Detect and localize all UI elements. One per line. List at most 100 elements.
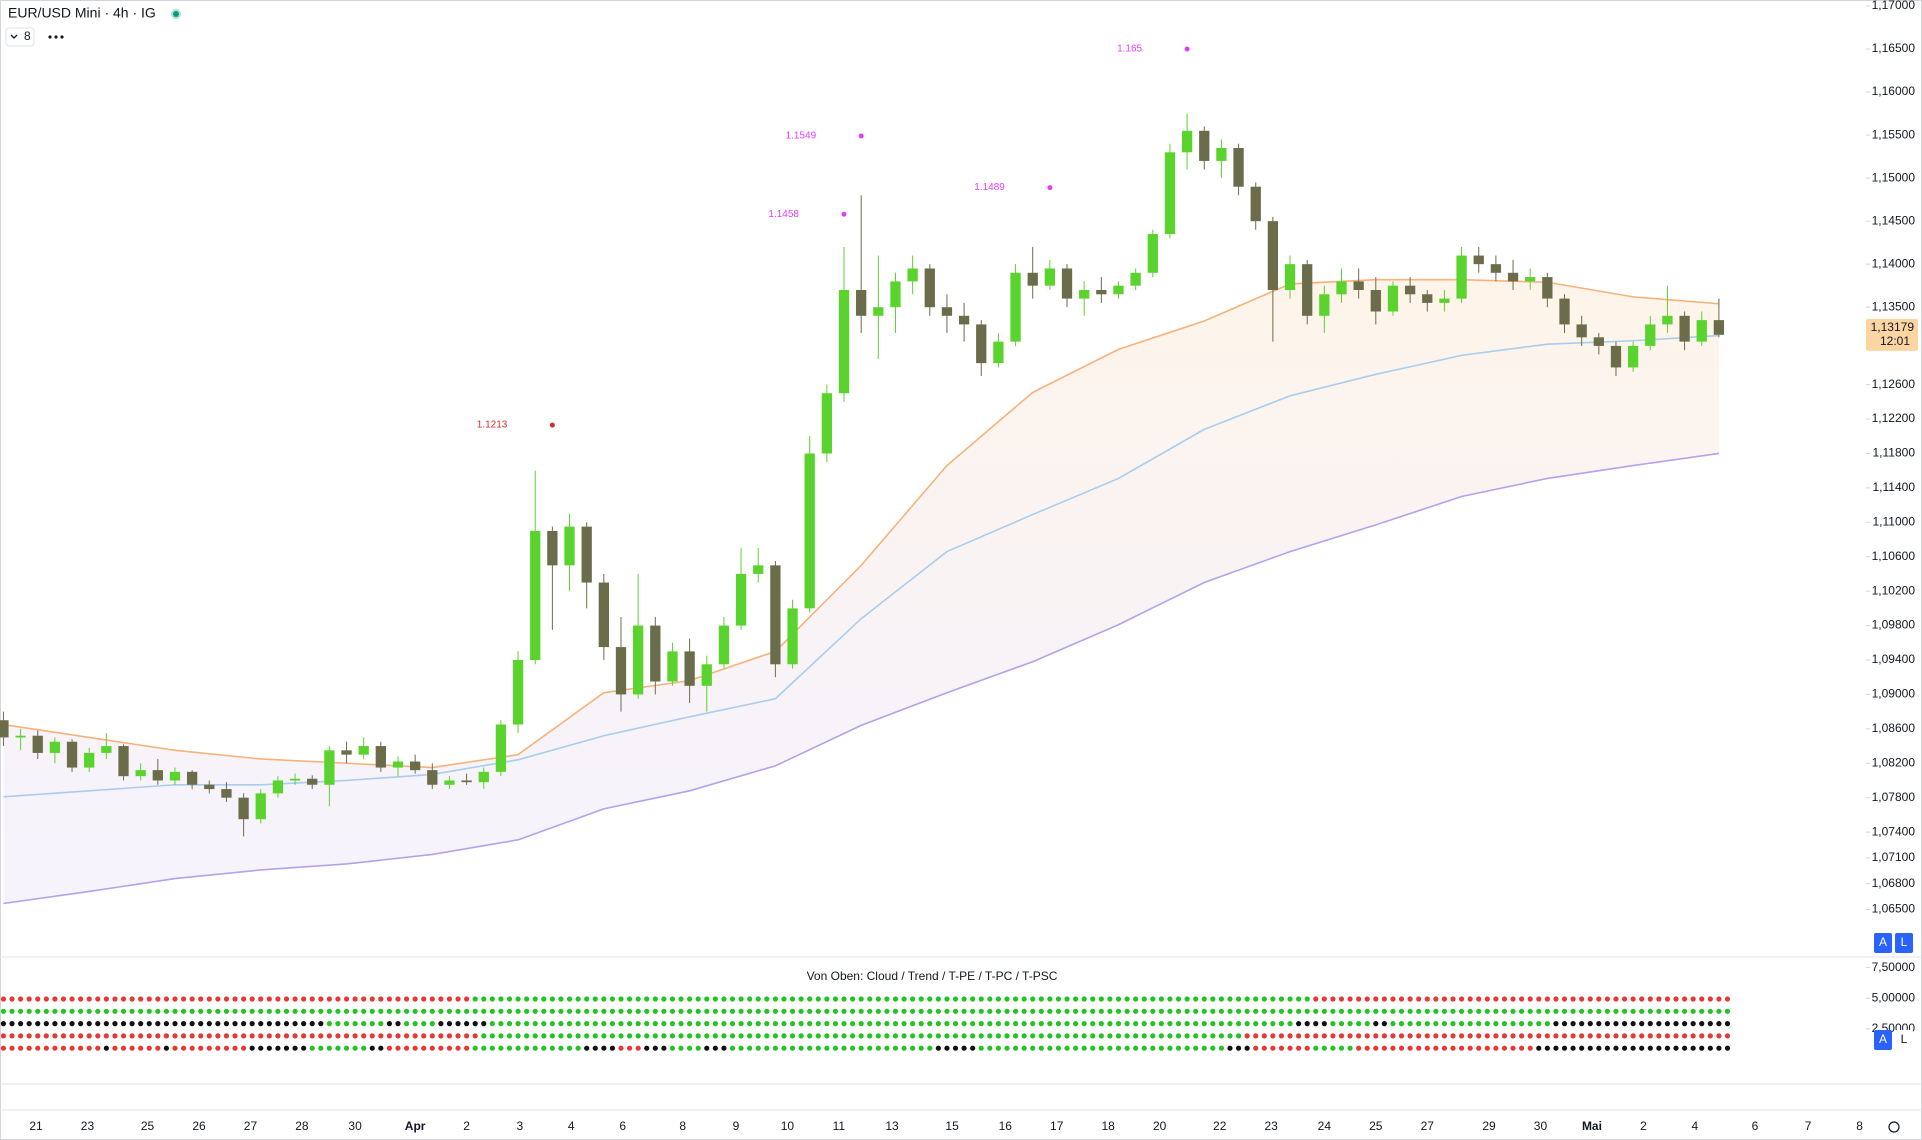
scale-button[interactable] xyxy=(1895,1030,1913,1050)
state-dot xyxy=(455,1045,461,1051)
state-dot xyxy=(1458,1008,1465,1014)
state-dot xyxy=(1081,996,1087,1002)
state-dot xyxy=(1201,1045,1207,1051)
candle-body xyxy=(118,746,129,777)
state-dot xyxy=(1347,996,1353,1002)
state-dot xyxy=(1184,1021,1190,1027)
state-dot xyxy=(798,1021,804,1027)
candle-body xyxy=(1473,255,1484,265)
y-tick-label: 1,14500 xyxy=(1872,213,1916,227)
candle-body xyxy=(375,746,386,768)
state-dot xyxy=(155,1045,161,1051)
state-dot xyxy=(1261,996,1267,1002)
state-dot xyxy=(1218,1045,1225,1051)
candle-body xyxy=(1319,294,1330,316)
state-dot xyxy=(1030,1021,1036,1027)
state-dot xyxy=(412,1045,418,1051)
state-dot xyxy=(1510,1021,1516,1027)
state-dot xyxy=(1613,1021,1619,1027)
state-dot xyxy=(240,1008,247,1014)
state-dot xyxy=(180,1033,187,1039)
state-dot xyxy=(695,1045,701,1051)
state-dot xyxy=(815,996,821,1002)
state-dot xyxy=(592,1008,598,1014)
state-dot xyxy=(1304,1045,1310,1051)
scale-button[interactable] xyxy=(1895,933,1913,953)
state-dot xyxy=(910,1033,916,1039)
state-dot xyxy=(695,996,701,1002)
state-dot xyxy=(258,1045,264,1051)
state-dot xyxy=(1090,1008,1096,1014)
settings-icon[interactable] xyxy=(1888,1121,1900,1133)
state-dot xyxy=(215,1045,221,1051)
state-dot xyxy=(215,1033,221,1039)
state-dot xyxy=(1210,1021,1216,1027)
state-dot xyxy=(910,1021,916,1027)
state-dot xyxy=(1115,1008,1122,1014)
badge-box[interactable] xyxy=(5,27,35,47)
state-dot xyxy=(1433,1008,1439,1014)
state-dot xyxy=(1330,1045,1336,1051)
state-dot xyxy=(687,1008,693,1014)
state-dot xyxy=(386,1021,393,1027)
state-dot xyxy=(206,1008,212,1014)
state-dot xyxy=(120,1033,127,1039)
state-dot xyxy=(944,1033,950,1039)
state-dot xyxy=(1115,1045,1122,1051)
state-dot xyxy=(566,1033,573,1039)
state-dot xyxy=(129,1008,135,1014)
state-dot xyxy=(1150,1033,1156,1039)
state-dot xyxy=(1613,1045,1619,1051)
state-dot xyxy=(472,996,478,1002)
state-dot xyxy=(1321,996,1327,1002)
state-dot xyxy=(1407,1045,1413,1051)
state-dot xyxy=(875,996,881,1002)
candle-body xyxy=(101,746,112,753)
state-dot xyxy=(1133,1021,1139,1027)
state-dot xyxy=(138,1008,144,1014)
y-tick-label: 1,09800 xyxy=(1872,618,1916,632)
more-dot[interactable] xyxy=(48,35,52,39)
moving-average xyxy=(3,278,1719,769)
state-dot xyxy=(198,1008,204,1014)
state-dot xyxy=(1261,1021,1267,1027)
state-dot xyxy=(1330,1008,1336,1014)
state-dot xyxy=(987,1008,993,1014)
scale-button[interactable] xyxy=(1874,933,1892,953)
state-dot xyxy=(198,996,204,1002)
state-dot xyxy=(1467,1008,1473,1014)
state-dot xyxy=(69,1008,75,1014)
state-dot xyxy=(1458,996,1465,1002)
state-dot xyxy=(1699,996,1705,1002)
state-dot xyxy=(901,1008,907,1014)
state-dot xyxy=(1098,1021,1104,1027)
state-dot xyxy=(223,996,230,1002)
candle-body xyxy=(564,526,575,566)
state-dot xyxy=(352,1033,358,1039)
state-dot xyxy=(412,1008,418,1014)
state-dot xyxy=(832,1008,839,1014)
state-dot xyxy=(1047,1021,1053,1027)
state-dot xyxy=(532,1045,538,1051)
state-dot xyxy=(155,996,161,1002)
state-dot xyxy=(1038,1033,1044,1039)
state-dot xyxy=(369,1033,375,1039)
scale-button[interactable] xyxy=(1874,1030,1892,1050)
state-dot xyxy=(1193,1021,1199,1027)
state-dot xyxy=(1673,996,1679,1002)
state-dot xyxy=(1476,1033,1482,1039)
state-dot xyxy=(678,1021,684,1027)
state-dot xyxy=(781,996,787,1002)
state-dot xyxy=(892,996,899,1002)
state-dot xyxy=(352,1008,358,1014)
state-dot xyxy=(918,996,924,1002)
state-dot xyxy=(60,1008,67,1014)
x-tick-label: 9 xyxy=(733,1119,740,1133)
candle-body xyxy=(1113,285,1124,295)
state-dot xyxy=(1407,1021,1413,1027)
candle-body xyxy=(1387,285,1399,312)
candle-body xyxy=(598,582,609,648)
state-dot xyxy=(1553,996,1559,1002)
state-dot xyxy=(1664,996,1671,1002)
candle-body xyxy=(718,625,730,665)
